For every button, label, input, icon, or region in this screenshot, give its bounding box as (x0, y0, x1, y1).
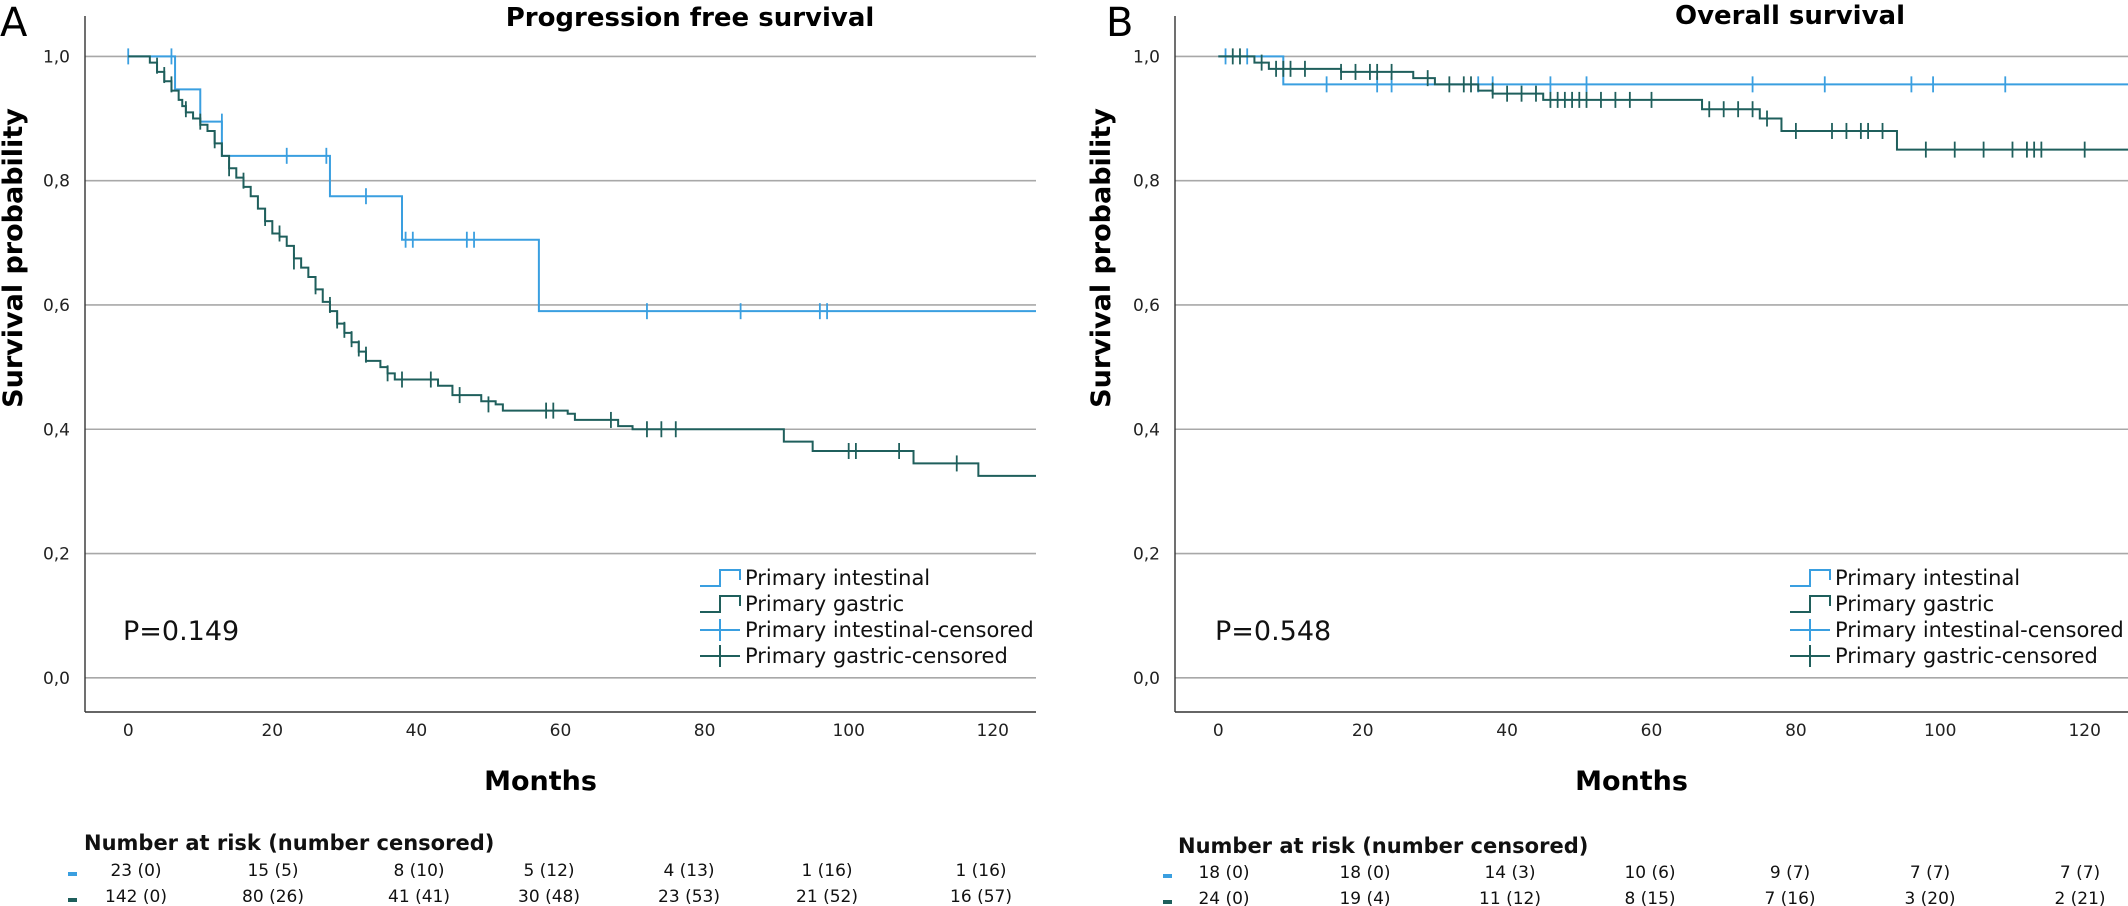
risk-table-cell: 11 (12) (1479, 889, 1541, 906)
y-tick-label: 0,2 (43, 545, 70, 565)
x-tick-label: 60 (1641, 721, 1663, 741)
x-tick-label: 120 (977, 721, 1009, 741)
risk-table-cell: 23 (0) (110, 861, 161, 881)
y-tick-label: 0,0 (43, 669, 70, 689)
p-value-label: P=0.149 (123, 616, 239, 647)
risk-table-cell: 80 (26) (242, 887, 304, 906)
risk-table-cell: 18 (0) (1339, 863, 1390, 883)
risk-table-cell: 21 (52) (796, 887, 858, 906)
panel-letter: A (0, 0, 28, 46)
x-tick-label: 100 (1924, 721, 1956, 741)
legend-label: Primary gastric (745, 592, 904, 616)
risk-table-cell: 23 (53) (658, 887, 720, 906)
y-tick-label: 1,0 (1133, 47, 1160, 67)
y-axis-title: Survival probability (1086, 108, 1117, 408)
risk-table-cell: 14 (3) (1484, 863, 1535, 883)
risk-row-marker (1163, 900, 1172, 904)
risk-table-cell: 7 (16) (1764, 889, 1815, 906)
risk-table-cell: 19 (4) (1339, 889, 1390, 906)
y-tick-label: 0,2 (1133, 545, 1160, 565)
chart-panel-b: B Overall survival 0,0 0,2 0,4 0,6 0,8 1,0 0 20 40… (1086, 0, 2128, 906)
risk-table-cell: 4 (13) (663, 861, 714, 881)
legend-swatch (700, 569, 741, 587)
risk-table: Number at risk (number censored) 18 (0) 18… (1163, 834, 2106, 906)
y-axis-title: Survival probability (0, 108, 29, 408)
risk-table-title: Number at risk (number censored) (1178, 834, 1588, 858)
risk-table-cell: 16 (57) (950, 887, 1012, 906)
y-tick-label: 1,0 (43, 47, 70, 67)
risk-table-cell: 8 (15) (1624, 889, 1675, 906)
legend-label: Primary intestinal-censored (745, 618, 1034, 642)
chart-panel-a: A Progression free survival 0,0 0,2 0,4 0,6 0,… (0, 0, 1036, 906)
legend-swatch (1790, 569, 1831, 587)
risk-table: Number at risk (number censored) 23 (0) 15… (68, 831, 1012, 906)
x-axis-title: Months (484, 766, 597, 797)
risk-table-cell: 5 (12) (523, 861, 574, 881)
x-tick-label: 40 (406, 721, 428, 741)
x-tick-label: 0 (1213, 721, 1224, 741)
y-tick-label: 0,6 (1133, 296, 1160, 316)
y-tick-label: 0,4 (1133, 420, 1160, 440)
legend-label: Primary intestinal (1835, 566, 2020, 590)
legend-label: Primary intestinal (745, 566, 930, 590)
x-tick-label: 60 (550, 721, 572, 741)
y-tick-label: 0,6 (43, 296, 70, 316)
y-tick-label: 0,8 (43, 172, 70, 192)
x-tick-label: 80 (694, 721, 716, 741)
x-axis-title: Months (1575, 766, 1688, 797)
risk-table-cell: 1 (16) (801, 861, 852, 881)
risk-table-title: Number at risk (number censored) (84, 831, 494, 855)
legend-label: Primary gastric-censored (1835, 644, 2098, 668)
legend-swatch (1790, 595, 1831, 613)
risk-row-marker (1163, 874, 1172, 878)
x-tick-label: 0 (123, 721, 134, 741)
risk-table-cell: 7 (7) (1910, 863, 1950, 883)
risk-table-cell: 3 (20) (1904, 889, 1955, 906)
km-curve-primary-intestinal (128, 55, 1036, 313)
legend-label: Primary gastric (1835, 592, 1994, 616)
risk-table-cell: 9 (7) (1770, 863, 1810, 883)
p-value-label: P=0.548 (1215, 616, 1331, 647)
risk-table-cell: 7 (7) (2060, 863, 2100, 883)
legend-label: Primary gastric-censored (745, 644, 1008, 668)
risk-table-cell: 2 (21) (2054, 889, 2105, 906)
risk-table-cell: 15 (5) (247, 861, 298, 881)
risk-table-cell: 10 (6) (1624, 863, 1675, 883)
risk-table-cell: 24 (0) (1198, 889, 1249, 906)
risk-table-cell: 41 (41) (388, 887, 450, 906)
legend-swatch (700, 595, 741, 613)
x-tick-label: 80 (1785, 721, 1807, 741)
panel-letter: B (1106, 0, 1133, 46)
risk-table-cell: 142 (0) (105, 887, 167, 906)
x-tick-label: 20 (261, 721, 283, 741)
y-tick-label: 0,8 (1133, 172, 1160, 192)
x-tick-label: 120 (2068, 721, 2100, 741)
risk-table-cell: 30 (48) (518, 887, 580, 906)
km-curve-primary-gastric (1218, 55, 2128, 151)
chart-title: Overall survival (1675, 1, 1905, 31)
chart-title: Progression free survival (506, 3, 875, 33)
risk-table-cell: 8 (10) (393, 861, 444, 881)
risk-row-marker (68, 872, 77, 876)
x-tick-label: 100 (832, 721, 864, 741)
risk-table-cell: 1 (16) (955, 861, 1006, 881)
x-tick-label: 20 (1352, 721, 1374, 741)
risk-row-marker (68, 898, 77, 902)
x-tick-label: 40 (1496, 721, 1518, 741)
y-tick-label: 0,0 (1133, 669, 1160, 689)
y-tick-label: 0,4 (43, 420, 70, 440)
legend-label: Primary intestinal-censored (1835, 618, 2124, 642)
risk-table-cell: 18 (0) (1198, 863, 1249, 883)
km-curve-primary-gastric (128, 55, 1036, 477)
